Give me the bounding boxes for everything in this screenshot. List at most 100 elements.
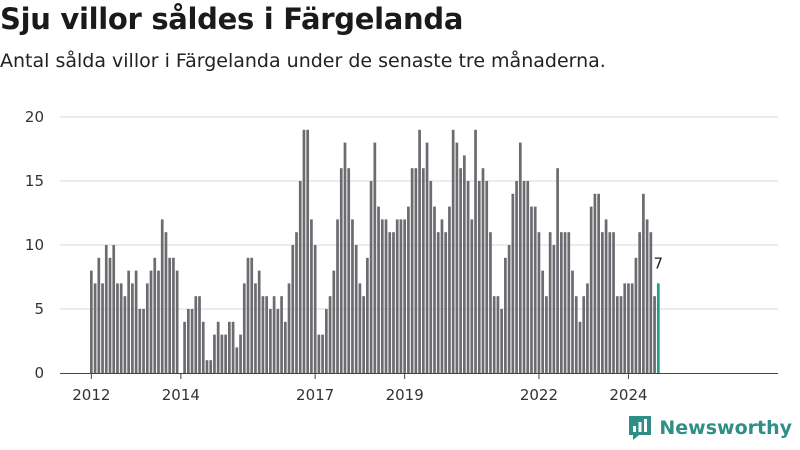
bar — [175, 270, 179, 373]
bar — [481, 168, 485, 373]
y-tick-label: 10 — [25, 236, 44, 254]
bar — [630, 283, 634, 373]
bar — [380, 219, 384, 373]
bar — [601, 232, 604, 373]
bar — [201, 321, 205, 373]
bar — [332, 270, 336, 373]
bar — [134, 270, 138, 373]
bar — [313, 245, 317, 373]
bar — [354, 245, 358, 373]
bar — [418, 129, 421, 373]
bar — [123, 296, 127, 373]
bar — [477, 181, 481, 373]
bar — [500, 309, 503, 373]
brand: Newsworthy — [627, 414, 792, 442]
bar — [474, 129, 477, 373]
bar — [440, 219, 444, 373]
bar — [567, 232, 571, 373]
y-tick-label: 20 — [25, 108, 44, 126]
bar — [548, 232, 552, 373]
x-axis-ticks: 2012 2014 2017 2019 2022 2024 — [72, 373, 648, 404]
bar — [421, 168, 425, 373]
bar — [164, 232, 168, 373]
bar — [127, 270, 130, 373]
bar — [623, 283, 627, 373]
bar — [190, 309, 194, 373]
bar — [612, 232, 615, 373]
bar — [209, 360, 213, 373]
bar — [239, 334, 242, 373]
bar — [108, 257, 112, 373]
bar — [448, 206, 451, 373]
bar — [377, 206, 380, 373]
bar — [541, 270, 545, 373]
bar — [228, 321, 231, 373]
bar — [283, 321, 287, 373]
bar — [97, 257, 101, 373]
x-tick-label: 2019 — [386, 386, 424, 404]
bar — [410, 168, 414, 373]
bar — [574, 296, 578, 373]
bar — [153, 257, 157, 373]
bar — [220, 334, 224, 373]
x-tick-label: 2012 — [72, 386, 110, 404]
bar — [358, 283, 362, 373]
y-tick-label: 5 — [34, 300, 44, 318]
bar — [213, 334, 216, 373]
bar — [183, 321, 186, 373]
bar — [578, 321, 582, 373]
bar — [425, 142, 429, 373]
bar — [522, 181, 526, 373]
bar — [317, 334, 321, 373]
bar — [392, 232, 395, 373]
bar — [444, 232, 448, 373]
bar — [347, 168, 351, 373]
bar — [104, 245, 108, 373]
bar — [269, 309, 272, 373]
bar — [112, 245, 116, 373]
bar — [343, 142, 347, 373]
bar — [593, 193, 597, 373]
bar — [496, 296, 500, 373]
bar — [366, 257, 369, 373]
bar — [224, 334, 227, 373]
chart-title: Sju villor såldes i Färgelanda — [0, 2, 464, 36]
bar — [645, 219, 649, 373]
bar — [619, 296, 623, 373]
bar — [634, 257, 638, 373]
brand-name: Newsworthy — [659, 417, 792, 439]
bar — [149, 270, 153, 373]
x-tick-label: 2017 — [296, 386, 334, 404]
newsworthy-logo-icon — [629, 416, 652, 440]
y-tick-label: 0 — [34, 364, 44, 382]
bar — [280, 296, 283, 373]
bar — [306, 129, 310, 373]
bar — [116, 283, 119, 373]
bar — [571, 270, 574, 373]
bar — [470, 219, 474, 373]
bar — [559, 232, 563, 373]
bar — [489, 232, 492, 373]
bar — [272, 296, 276, 373]
bar — [93, 283, 97, 373]
bar — [649, 232, 653, 373]
bar — [295, 232, 298, 373]
bar — [537, 232, 541, 373]
bar — [246, 257, 250, 373]
bar — [160, 219, 164, 373]
bar — [388, 232, 392, 373]
bar — [459, 168, 462, 373]
bar — [552, 245, 556, 373]
bar — [310, 219, 313, 373]
bar — [131, 283, 134, 373]
bar — [194, 296, 198, 373]
y-tick-label: 15 — [25, 172, 44, 190]
bar — [582, 296, 586, 373]
x-tick-label: 2024 — [609, 386, 647, 404]
bar — [492, 296, 496, 373]
bar — [407, 206, 410, 373]
bar — [504, 257, 507, 373]
bar — [653, 296, 656, 373]
bar — [216, 321, 220, 373]
